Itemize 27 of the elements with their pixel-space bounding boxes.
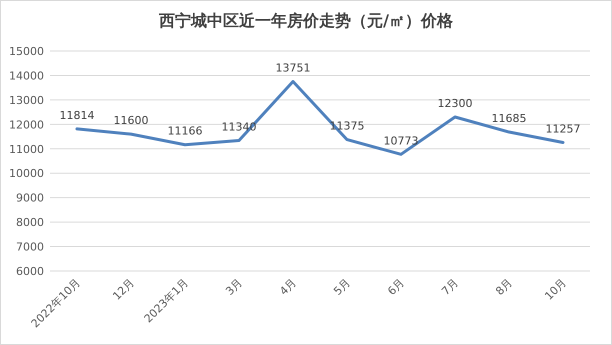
- x-tick-label: 7月: [439, 276, 462, 298]
- data-label: 11685: [492, 112, 526, 126]
- x-tick-label: 6月: [385, 276, 408, 298]
- data-label: 13751: [276, 62, 310, 75]
- y-tick-label: 6000: [16, 265, 44, 278]
- y-tick-label: 15000: [9, 45, 44, 58]
- data-label: 11814: [60, 108, 94, 122]
- data-label: 12300: [438, 97, 472, 110]
- y-tick-label: 8000: [16, 216, 44, 230]
- data-label: 11257: [546, 122, 580, 136]
- y-tick-label: 12000: [9, 118, 44, 132]
- x-tick-label: 3月: [223, 276, 246, 298]
- data-label: 11166: [168, 124, 202, 138]
- y-tick-label: 13000: [9, 94, 44, 107]
- chart-title: 西宁城中区近一年房价走势（元/㎡）价格: [158, 11, 454, 30]
- data-label: 11600: [114, 114, 148, 128]
- x-tick-label: 12月: [110, 276, 138, 303]
- x-tick-label: 10月: [542, 276, 570, 303]
- y-tick-label: 10000: [9, 167, 44, 180]
- x-tick-label: 5月: [331, 276, 354, 298]
- y-tick-label: 9000: [16, 192, 44, 205]
- x-tick-label: 4月: [277, 276, 300, 298]
- y-tick-label: 7000: [16, 240, 44, 254]
- x-tick-label: 8月: [493, 276, 516, 298]
- y-tick-label: 11000: [9, 142, 44, 156]
- y-tick-label: 14000: [9, 69, 44, 82]
- data-label: 10773: [384, 134, 418, 148]
